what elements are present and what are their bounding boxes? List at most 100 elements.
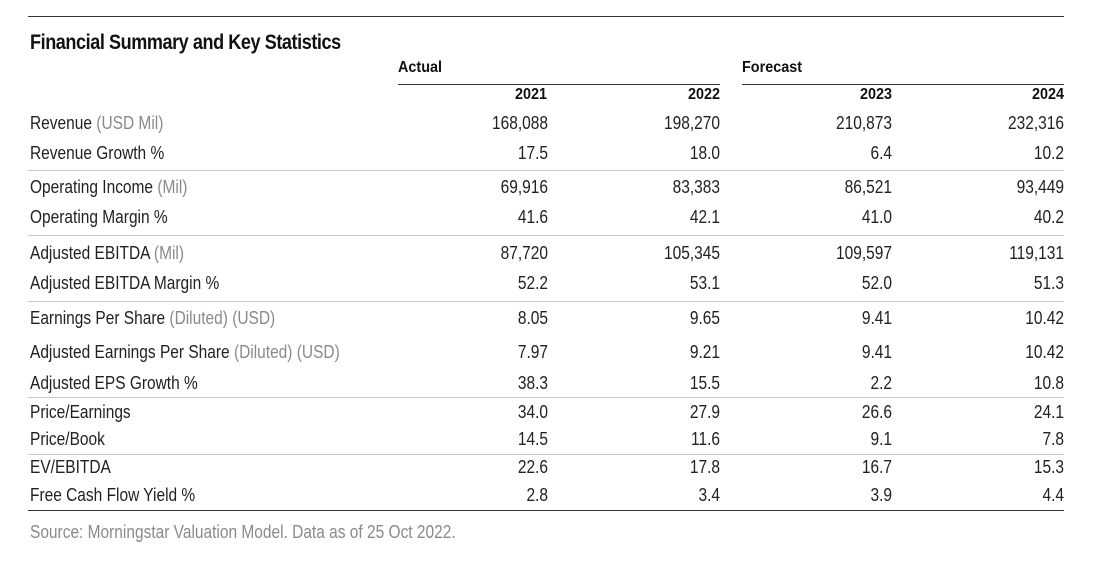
table-title: Financial Summary and Key Statistics <box>30 31 341 54</box>
row-label: Operating Margin % <box>30 207 168 228</box>
cell-2023: 2.2 <box>870 373 892 393</box>
cell-2023: 86,521 <box>844 177 892 197</box>
row-unit: (Diluted) (USD) <box>169 308 276 328</box>
row-label-text: Operating Margin % <box>30 207 168 227</box>
table-row: Price/Book 14.5 11.6 9.1 7.8 <box>0 429 1108 455</box>
top-rule <box>28 16 1064 17</box>
cell-2024: 10.8 <box>1033 373 1064 393</box>
cell-2021: 87,720 <box>500 243 548 263</box>
table-row: Adjusted EBITDA (Mil) 87,720 105,345 109,59… <box>0 243 1108 269</box>
cell-2021: 17.5 <box>517 143 548 163</box>
table-row: Price/Earnings 34.0 27.9 26.6 24.1 <box>0 402 1108 428</box>
row-label-text: Operating Income <box>30 177 154 197</box>
table-row: Revenue Growth % 17.5 18.0 6.4 10.2 <box>0 143 1108 169</box>
row-label-text: Price/Book <box>30 429 105 449</box>
row-unit: (Mil) <box>157 177 188 197</box>
cell-2024: 232,316 <box>1008 113 1064 133</box>
row-label: Adjusted EPS Growth % <box>30 373 198 394</box>
table-row: Operating Income (Mil) 69,916 83,383 86,521… <box>0 177 1108 203</box>
cell-2021: 34.0 <box>517 402 548 422</box>
row-unit: (USD Mil) <box>96 113 164 133</box>
cell-2023: 9.41 <box>861 342 892 362</box>
cell-2021: 8.05 <box>517 308 548 328</box>
row-separator <box>28 397 1064 398</box>
cell-2021: 69,916 <box>500 177 548 197</box>
cell-2021: 14.5 <box>517 429 548 449</box>
row-label-text: EV/EBITDA <box>30 457 111 477</box>
cell-2024: 40.2 <box>1033 207 1064 227</box>
cell-2023: 3.9 <box>870 485 892 505</box>
table-row: Adjusted EPS Growth % 38.3 15.5 2.2 10.8 <box>0 373 1108 399</box>
cell-2024: 24.1 <box>1033 402 1064 422</box>
row-label-text: Adjusted EPS Growth % <box>30 373 198 393</box>
table-row: Adjusted Earnings Per Share (Diluted) (U… <box>0 342 1108 368</box>
cell-2022: 198,270 <box>664 113 720 133</box>
cell-2021: 22.6 <box>517 457 548 477</box>
row-label: Price/Earnings <box>30 402 131 423</box>
row-label: Operating Income (Mil) <box>30 177 187 198</box>
cell-2021: 2.8 <box>526 485 548 505</box>
table-row: Revenue (USD Mil) 168,088 198,270 210,873 23… <box>0 113 1108 139</box>
cell-2022: 15.5 <box>689 373 720 393</box>
row-label-text: Adjusted EBITDA Margin % <box>30 273 220 293</box>
row-label-text: Free Cash Flow Yield % <box>30 485 196 505</box>
year-header-2023: 2023 <box>859 86 892 103</box>
row-label-text: Adjusted EBITDA <box>30 243 150 263</box>
cell-2023: 16.7 <box>861 457 892 477</box>
forecast-group-rule <box>742 84 1064 85</box>
cell-2023: 41.0 <box>861 207 892 227</box>
row-label: Free Cash Flow Yield % <box>30 485 195 506</box>
cell-2021: 38.3 <box>517 373 548 393</box>
row-label: EV/EBITDA <box>30 457 111 478</box>
cell-2022: 27.9 <box>689 402 720 422</box>
cell-2022: 53.1 <box>689 273 720 293</box>
cell-2024: 10.42 <box>1025 308 1064 328</box>
source-note: Source: Morningstar Valuation Model. Dat… <box>30 522 456 542</box>
row-label: Adjusted EBITDA (Mil) <box>30 243 184 264</box>
cell-2024: 51.3 <box>1033 273 1064 293</box>
row-label: Price/Book <box>30 429 105 450</box>
group-header-actual: Actual <box>398 59 443 76</box>
cell-2022: 105,345 <box>664 243 720 263</box>
row-separator <box>28 454 1064 455</box>
table-row: Operating Margin % 41.6 42.1 41.0 40.2 <box>0 207 1108 233</box>
row-label: Revenue Growth % <box>30 143 164 164</box>
cell-2024: 119,131 <box>1009 243 1064 263</box>
row-label: Earnings Per Share (Diluted) (USD) <box>30 308 275 329</box>
row-label-text: Earnings Per Share <box>30 308 166 328</box>
row-label-text: Revenue Growth % <box>30 143 165 163</box>
cell-2021: 7.97 <box>517 342 548 362</box>
cell-2023: 6.4 <box>870 143 892 163</box>
cell-2022: 42.1 <box>689 207 720 227</box>
cell-2023: 26.6 <box>861 402 892 422</box>
year-header-2022: 2022 <box>687 86 720 103</box>
table-row: Free Cash Flow Yield % 2.8 3.4 3.9 4.4 <box>0 485 1108 511</box>
cell-2021: 168,088 <box>492 113 548 133</box>
row-label: Adjusted Earnings Per Share (Diluted) (U… <box>30 342 340 363</box>
row-label-text: Revenue <box>30 113 92 133</box>
row-label: Adjusted EBITDA Margin % <box>30 273 219 294</box>
cell-2021: 41.6 <box>517 207 548 227</box>
table-row: EV/EBITDA 22.6 17.8 16.7 15.3 <box>0 457 1108 483</box>
row-label-text: Adjusted Earnings Per Share <box>30 342 230 362</box>
cell-2021: 52.2 <box>517 273 548 293</box>
table-row: Adjusted EBITDA Margin % 52.2 53.1 52.0 51.3 <box>0 273 1108 299</box>
row-separator <box>28 170 1064 171</box>
year-header-2021: 2021 <box>514 86 547 103</box>
cell-2022: 18.0 <box>689 143 720 163</box>
bottom-rule <box>28 510 1064 511</box>
actual-group-rule <box>398 84 720 85</box>
group-header-forecast: Forecast <box>742 59 803 76</box>
cell-2024: 15.3 <box>1033 457 1064 477</box>
cell-2022: 17.8 <box>689 457 720 477</box>
cell-2023: 109,597 <box>836 243 892 263</box>
row-separator <box>28 235 1064 236</box>
cell-2024: 4.4 <box>1042 485 1064 505</box>
cell-2024: 7.8 <box>1042 429 1064 449</box>
table-row: Earnings Per Share (Diluted) (USD) 8.05 9.… <box>0 308 1108 334</box>
row-separator <box>28 301 1064 302</box>
cell-2024: 93,449 <box>1016 177 1064 197</box>
cell-2023: 52.0 <box>861 273 892 293</box>
cell-2022: 3.4 <box>698 485 720 505</box>
cell-2022: 11.6 <box>691 429 720 449</box>
